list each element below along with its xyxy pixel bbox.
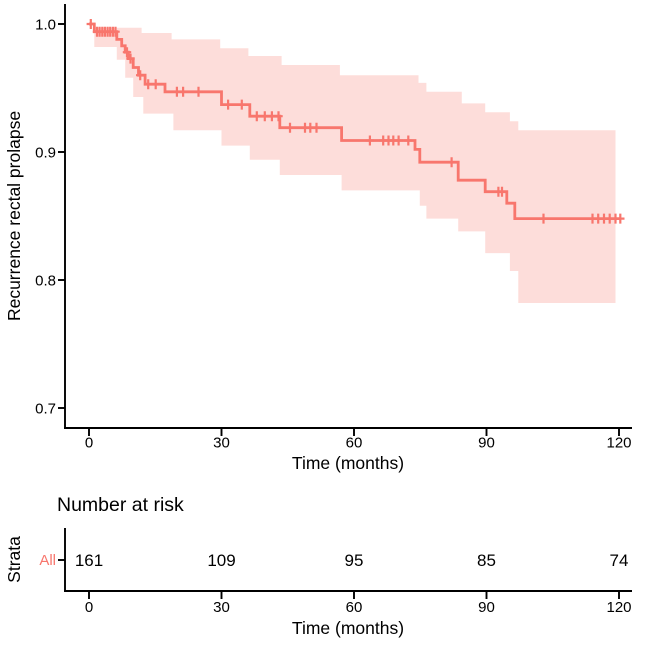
censor-mark	[274, 111, 283, 122]
risk-x-tick-label: 0	[85, 599, 93, 616]
censor-mark	[144, 79, 153, 90]
censor-mark	[223, 99, 233, 110]
censor-mark	[312, 122, 321, 133]
censor-mark	[194, 86, 203, 97]
x-tick-label: 90	[478, 435, 495, 452]
confidence-band	[94, 27, 616, 304]
main-plot: 1.0 0.9 0.8 0.7 0 30 60 90 120 Time (mon…	[4, 4, 632, 473]
censor-mark	[136, 70, 145, 81]
censor-mark	[616, 213, 625, 224]
y-axis-title: Recurrence rectal prolapse	[4, 111, 24, 321]
risk-x-tick-marks	[88, 592, 620, 599]
y-tick-marks	[58, 23, 65, 409]
risk-x-tick-label: 30	[213, 599, 230, 616]
censor-mark	[252, 111, 261, 122]
risk-value: 95	[345, 551, 364, 570]
risk-value: 74	[610, 551, 629, 570]
censor-marks	[86, 19, 625, 224]
censor-mark	[260, 111, 269, 122]
x-axis-title: Time (months)	[292, 453, 404, 473]
censor-mark	[178, 86, 188, 97]
risk-x-tick-label: 90	[478, 599, 495, 616]
censor-mark	[394, 135, 403, 146]
y-tick-label: 0.9	[35, 145, 56, 162]
censor-mark	[126, 53, 135, 64]
censor-mark	[404, 135, 413, 146]
censor-mark	[539, 213, 548, 224]
risk-value: 109	[207, 551, 235, 570]
x-tick-label: 60	[346, 435, 363, 452]
censor-mark	[497, 186, 507, 197]
censor-mark	[122, 47, 132, 58]
x-tick-marks	[88, 429, 620, 436]
strata-axis-label: Strata	[4, 536, 24, 583]
x-tick-label: 120	[606, 435, 631, 452]
censor-mark	[111, 26, 120, 37]
y-tick-label: 0.8	[35, 273, 56, 290]
risk-value: 161	[75, 551, 103, 570]
censor-mark	[237, 99, 246, 110]
risk-table: Number at risk Strata All 161 109 95 85	[4, 494, 632, 638]
km-curve	[89, 22, 621, 221]
risk-x-axis-title: Time (months)	[292, 618, 404, 638]
risk-x-tick-label: 60	[346, 599, 363, 616]
x-tick-label: 30	[213, 435, 230, 452]
strata-row-label: All	[39, 552, 56, 569]
censor-mark	[447, 157, 456, 168]
censor-mark	[365, 135, 375, 146]
censor-mark	[151, 79, 160, 90]
y-tick-label: 1.0	[35, 17, 56, 34]
censor-mark	[86, 19, 95, 29]
risk-x-tick-label: 120	[606, 599, 631, 616]
risk-value: 85	[477, 551, 496, 570]
risk-table-title: Number at risk	[57, 494, 184, 516]
x-tick-label: 0	[85, 435, 93, 452]
y-tick-label: 0.7	[35, 401, 56, 418]
censor-mark	[285, 122, 295, 133]
